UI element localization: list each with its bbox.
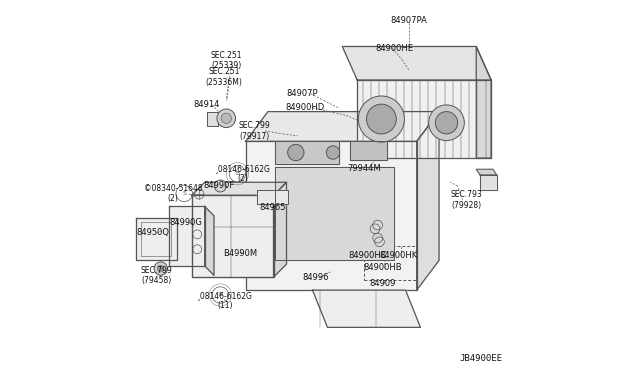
Text: JB4900EE: JB4900EE	[460, 354, 502, 363]
Text: 84950Q: 84950Q	[136, 228, 169, 237]
Polygon shape	[170, 206, 205, 266]
Polygon shape	[136, 218, 177, 260]
Text: S: S	[182, 191, 186, 196]
Polygon shape	[476, 46, 491, 158]
Text: SEC.251
(25336M): SEC.251 (25336M)	[205, 67, 243, 87]
Text: SEC.799
(79458): SEC.799 (79458)	[140, 266, 172, 285]
Polygon shape	[273, 182, 287, 277]
Circle shape	[367, 104, 396, 134]
Polygon shape	[275, 167, 394, 260]
Polygon shape	[480, 175, 497, 190]
Text: 84900HD: 84900HD	[285, 103, 324, 112]
Polygon shape	[342, 46, 491, 80]
Text: 84900HB: 84900HB	[363, 263, 402, 272]
Polygon shape	[257, 190, 289, 204]
Polygon shape	[312, 290, 420, 327]
Text: 84907PA: 84907PA	[390, 16, 427, 25]
Circle shape	[214, 180, 227, 192]
Text: ©08340-51648
(2): ©08340-51648 (2)	[144, 184, 202, 203]
Text: 84996: 84996	[302, 273, 329, 282]
Bar	[141, 222, 172, 256]
Text: ¸08146-6162G
(11): ¸08146-6162G (11)	[197, 291, 253, 310]
Bar	[207, 112, 218, 126]
Polygon shape	[205, 206, 214, 275]
Polygon shape	[246, 112, 439, 141]
Text: B4990M: B4990M	[223, 249, 257, 258]
Polygon shape	[191, 182, 287, 195]
Polygon shape	[476, 169, 497, 175]
Text: SEC.799
(79917): SEC.799 (79917)	[238, 121, 270, 141]
Text: 79944M: 79944M	[347, 164, 381, 173]
Circle shape	[217, 109, 236, 128]
Polygon shape	[417, 112, 439, 290]
Circle shape	[429, 105, 465, 141]
Text: 84900HC: 84900HC	[348, 251, 387, 260]
Text: 84900HK: 84900HK	[380, 251, 418, 260]
Text: 84900HE: 84900HE	[376, 44, 413, 53]
Circle shape	[435, 112, 458, 134]
Circle shape	[358, 96, 404, 142]
Text: 84965: 84965	[259, 203, 285, 212]
Text: 84909: 84909	[369, 279, 396, 288]
Polygon shape	[191, 195, 273, 277]
Polygon shape	[357, 80, 491, 158]
Text: 84907P: 84907P	[286, 89, 318, 98]
Circle shape	[287, 144, 304, 161]
Text: SEC.793
(79928): SEC.793 (79928)	[451, 190, 482, 210]
Text: 84914: 84914	[194, 100, 220, 109]
Text: 84990G: 84990G	[169, 218, 202, 227]
Text: B: B	[218, 292, 223, 298]
Polygon shape	[349, 141, 387, 160]
Text: B: B	[236, 171, 239, 176]
Circle shape	[326, 146, 340, 159]
Circle shape	[154, 262, 168, 275]
Circle shape	[157, 265, 164, 272]
Circle shape	[221, 113, 232, 124]
Polygon shape	[246, 141, 417, 290]
Polygon shape	[275, 141, 339, 164]
Text: ¸08146-6162G
(2): ¸08146-6162G (2)	[215, 164, 271, 183]
Text: 84990F: 84990F	[203, 181, 234, 190]
Text: SEC.251
(25339): SEC.251 (25339)	[211, 51, 242, 70]
